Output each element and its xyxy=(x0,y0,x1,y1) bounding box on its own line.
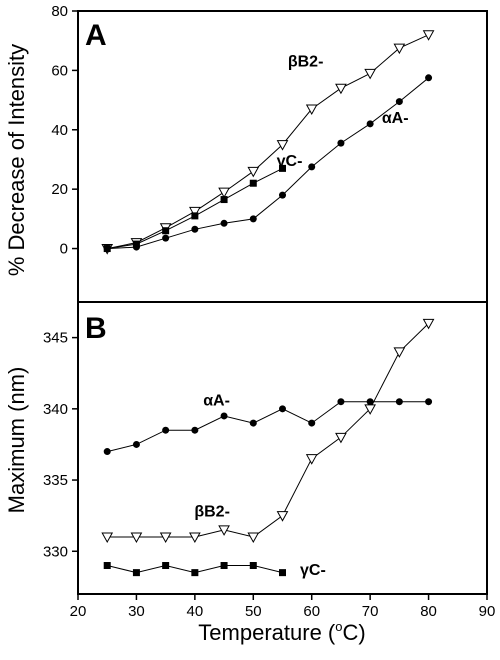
panel-b-series-b2-point xyxy=(218,525,230,536)
panel-a-y-tick-label: 60 xyxy=(51,62,68,79)
panel-b-series-b2-point xyxy=(305,454,318,465)
panel-a-series-a-point xyxy=(249,215,257,223)
panel-b-series-a-point xyxy=(103,448,111,456)
panel-b-y-tick-label: 335 xyxy=(43,472,68,489)
panel-a-y-tick-label: 40 xyxy=(51,122,68,139)
x-axis-title: Temperature (oC) xyxy=(198,619,365,645)
panel-b-series-a-point xyxy=(132,440,140,448)
panel-b-series-c-point xyxy=(191,569,199,577)
x-tick-label: 70 xyxy=(362,603,379,620)
panel-b-series-a-label: αA- xyxy=(203,392,230,409)
panel-b-series-a-point xyxy=(337,398,345,406)
generated-chart-marks: 0 20 40 60 80 βB2- αA-γC- 330 335 340 345 αA-βB2- γC… xyxy=(43,3,495,620)
x-tick-label: 40 xyxy=(187,603,204,620)
panel-b-series-c-point xyxy=(162,562,170,570)
panel-a-series-a-point xyxy=(162,234,170,242)
panel-b-series-b2-point xyxy=(101,532,114,544)
panel-a-series-c-point xyxy=(279,164,286,172)
panel-a-series-b2-point xyxy=(422,30,435,41)
panel-a-series-c-point xyxy=(220,196,228,204)
panel-b-letter: B xyxy=(85,312,107,345)
panel-a-series-b2-point xyxy=(218,187,230,199)
panel-b-series-b2-point xyxy=(247,532,260,544)
panel-a-y-tick-label: 80 xyxy=(51,3,68,20)
panel-b-series-c-point xyxy=(103,562,111,570)
panel-b-series-a-point xyxy=(220,412,228,420)
panel-b-series-b2-point xyxy=(189,532,201,544)
panel-a-series-b2-point xyxy=(393,43,406,55)
panel-a-y-tick-label: 0 xyxy=(60,241,68,258)
panel-b-series-a-point xyxy=(425,398,433,406)
x-tick-label: 20 xyxy=(70,603,87,620)
panel-b-y-axis-title: Maximum (nm) xyxy=(4,367,29,514)
panel-a-series-a-line xyxy=(107,77,429,250)
panel-b-series-a-point xyxy=(308,419,316,427)
panel-a-series-b2-point xyxy=(335,83,347,95)
panel-b-series-b2-line xyxy=(107,323,429,538)
panel-a-series-c-point xyxy=(191,212,199,220)
panel-a-series-b2-point xyxy=(276,140,289,151)
panel-a-series-a-point xyxy=(425,74,433,82)
x-tick-label: 50 xyxy=(245,603,262,620)
panel-a-series-c-point xyxy=(162,227,170,235)
x-tick-label: 60 xyxy=(303,603,320,620)
panel-a-series-b2-line xyxy=(107,34,429,250)
panel-b-series-c-point xyxy=(220,562,228,570)
panel-b-series-b2-point xyxy=(335,432,347,444)
panel-a-series-a-point xyxy=(395,98,403,106)
panel-b-series-a-point xyxy=(279,405,286,413)
x-tick-label: 80 xyxy=(420,603,437,620)
panel-a-series-a-point xyxy=(308,163,316,171)
panel-a-series-a-point xyxy=(191,225,199,233)
panel-b-y-tick-label: 330 xyxy=(43,543,68,560)
panel-a-series-a-point xyxy=(220,219,228,227)
panel-a-series-b2-point xyxy=(189,206,201,218)
panel-a-series-b2-point xyxy=(305,104,318,116)
panel-a-letter: A xyxy=(85,19,107,52)
panel-b-series-c-point xyxy=(132,569,140,577)
panel-a-y-tick-label: 20 xyxy=(51,181,68,198)
panel-b-series-b2-point xyxy=(276,511,289,522)
panel-a-series-c-point xyxy=(132,240,140,248)
panel-b-y-tick-label: 345 xyxy=(43,330,68,347)
panel-a-series-a-point xyxy=(279,191,286,199)
panel-a-series-b2-point xyxy=(247,166,260,178)
panel-a-series-a-point xyxy=(337,139,345,147)
panel-a-series-c-label: γC- xyxy=(277,153,303,170)
panel-b-y-tick-label: 340 xyxy=(43,401,68,418)
panel-b-series-a-point xyxy=(395,398,403,406)
x-tick-label: 30 xyxy=(128,603,145,620)
x-tick-label: 90 xyxy=(479,603,496,620)
panel-b-series-a-point xyxy=(191,426,199,434)
panel-b-series-c-label: γC- xyxy=(300,562,326,579)
panel-a-series-a-label: αA- xyxy=(382,110,409,127)
panel-a-series-a-point xyxy=(366,120,374,128)
panel-a-series-c-point xyxy=(103,245,111,253)
panel-b-series-b2-point xyxy=(422,318,435,330)
panel-b-series-a-point xyxy=(249,419,257,427)
panel-a-series-b2-label: βB2- xyxy=(288,53,324,70)
panel-b-series-a-line xyxy=(107,401,429,453)
panel-b-series-b2-point xyxy=(159,532,172,544)
panel-a-series-b2-point xyxy=(364,68,376,80)
panel-b-series-c-point xyxy=(249,562,257,570)
panel-b-series-b2-point xyxy=(364,404,376,415)
panel-a-y-axis-title: % Decrease of Intensity xyxy=(4,44,29,276)
panel-b-series-a-point xyxy=(366,398,374,406)
panel-b-series-b2-label: βB2- xyxy=(194,503,230,520)
panel-b-series-b2-point xyxy=(393,347,406,358)
panel-b-series-a-point xyxy=(162,426,170,434)
panel-b-series-b2-point xyxy=(130,532,143,544)
panel-a-series-c-point xyxy=(249,179,257,187)
panel-b-series-c-point xyxy=(279,569,286,577)
panel-b-frame xyxy=(77,301,488,595)
